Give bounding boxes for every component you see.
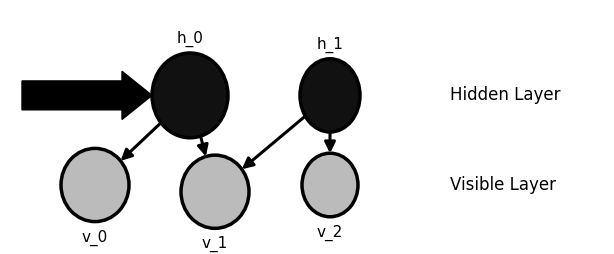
Text: v_2: v_2 [317,225,343,241]
Text: Hidden Layer: Hidden Layer [450,86,561,104]
FancyArrow shape [22,71,152,119]
Text: h_0: h_0 [177,31,203,47]
Ellipse shape [61,148,129,221]
Ellipse shape [300,59,360,132]
Ellipse shape [181,155,249,228]
Text: v_0: v_0 [82,229,108,246]
Text: h_1: h_1 [317,37,343,53]
Ellipse shape [152,53,228,138]
Text: v_1: v_1 [202,236,228,252]
Text: Visible Layer: Visible Layer [450,176,556,194]
Ellipse shape [302,153,358,217]
